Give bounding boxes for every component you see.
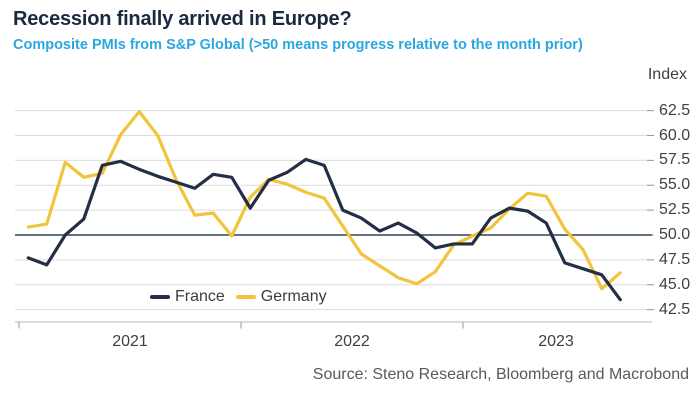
chart-subtitle: Composite PMIs from S&P Global (>50 mean… — [13, 37, 583, 53]
y-axis-tick-label: 55.0 — [659, 176, 691, 194]
legend: France Germany — [150, 288, 327, 306]
y-axis-tick-label: 42.5 — [659, 300, 691, 318]
legend-item-germany: Germany — [235, 288, 327, 306]
y-axis-tick-label: 45.0 — [659, 275, 691, 293]
legend-label-germany: Germany — [260, 288, 327, 305]
x-axis-year-label: 2021 — [112, 333, 148, 350]
germany-series-line — [26, 110, 622, 291]
legend-item-france: France — [150, 288, 225, 306]
y-axis-tick-label: 47.5 — [659, 250, 691, 268]
y-axis-tick-label: 60.0 — [659, 126, 691, 144]
germany-series-dash-icon — [235, 295, 256, 299]
y-axis-tick-label: 57.5 — [659, 151, 691, 169]
x-axis-year-label: 2022 — [334, 333, 370, 350]
chart-title: Recession finally arrived in Europe? — [13, 8, 352, 30]
source-note: Source: Steno Research, Bloomberg and Ma… — [312, 366, 689, 383]
france-series-dash-icon — [150, 295, 170, 299]
legend-label-france: France — [175, 288, 225, 305]
y-axis-unit-label: Index — [647, 66, 687, 83]
y-axis-tick-label: 52.5 — [659, 201, 691, 219]
y-axis-tick-label: 50.0 — [659, 226, 691, 243]
france-series-line — [26, 157, 622, 302]
x-axis-year-label: 2023 — [538, 333, 574, 350]
y-axis-tick-label: 62.5 — [659, 101, 691, 119]
